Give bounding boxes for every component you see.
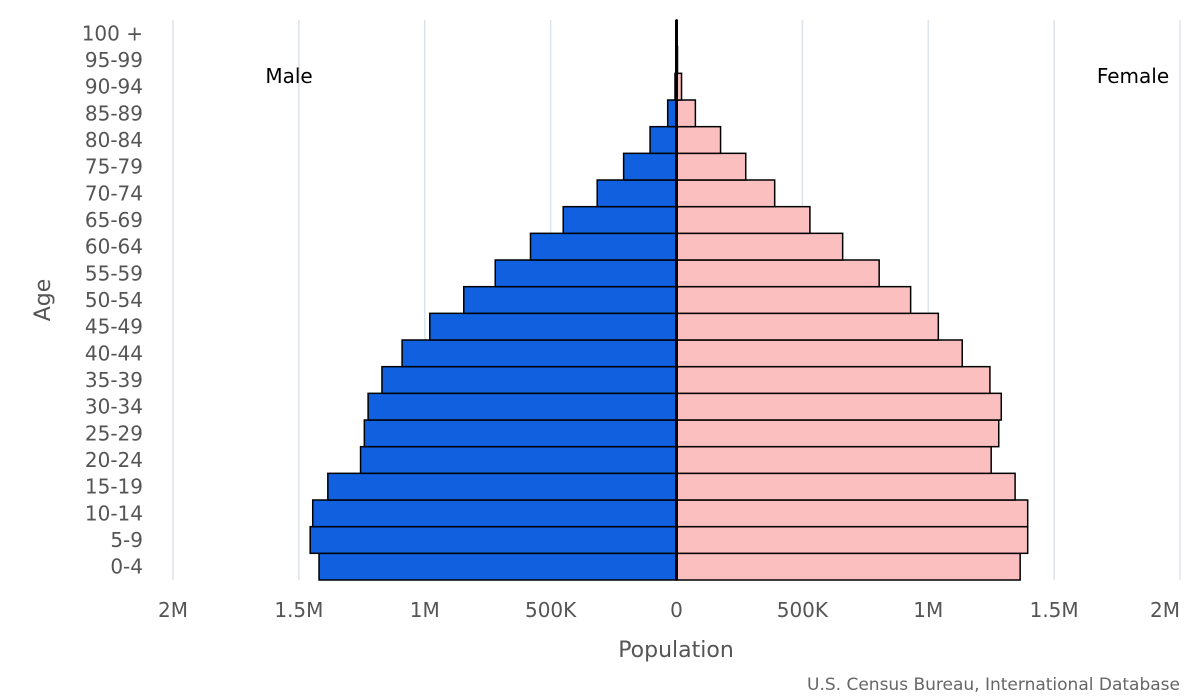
y-tick-label: 65-69 — [85, 208, 143, 232]
male-bar-75-79 — [622, 152, 678, 181]
x-tick-label: 2M — [158, 598, 188, 622]
x-tick-label: 1.5M — [274, 598, 323, 622]
bars — [309, 19, 1029, 581]
y-tick-label: 30-34 — [85, 395, 143, 419]
x-tick-label: 500K — [525, 598, 577, 622]
x-axis-title: Population — [618, 638, 734, 663]
male-bar-20-24 — [359, 445, 678, 475]
y-tick-label: 10-14 — [85, 501, 143, 525]
male-bar-60-64 — [529, 232, 678, 261]
female-bar-25-29 — [675, 419, 1000, 448]
y-tick-label: 85-89 — [85, 101, 143, 125]
y-tick-label: 40-44 — [85, 341, 143, 365]
female-bar-15-19 — [675, 472, 1016, 501]
male-bar-0-4 — [318, 552, 678, 581]
female-bar-70-74 — [675, 179, 776, 208]
female-bar-40-44 — [675, 339, 963, 368]
y-tick-label: 45-49 — [85, 315, 143, 339]
female-bar-35-39 — [675, 365, 991, 395]
y-tick-label: 90-94 — [85, 75, 143, 99]
female-bar-45-49 — [675, 312, 940, 341]
male-bar-45-49 — [429, 312, 678, 341]
male-bar-25-29 — [363, 419, 678, 448]
female-side-label: Female — [1097, 64, 1169, 88]
female-bar-5-9 — [675, 525, 1029, 555]
x-tick-label: 0 — [670, 598, 683, 622]
y-tick-label: 20-24 — [85, 448, 143, 472]
y-tick-label: 70-74 — [85, 181, 143, 205]
male-bar-40-44 — [401, 339, 678, 368]
female-bar-80-84 — [675, 125, 722, 155]
male-bar-50-54 — [463, 285, 678, 315]
y-tick-label: 75-79 — [85, 155, 143, 179]
x-tick-label: 500K — [777, 598, 829, 622]
female-bar-75-79 — [675, 152, 747, 181]
y-tick-label: 95-99 — [85, 48, 143, 72]
y-tick-label: 55-59 — [85, 261, 143, 285]
x-tick-label: 1M — [913, 598, 943, 622]
y-tick-label: 25-29 — [85, 421, 143, 445]
y-tick-label: 100 + — [82, 21, 143, 45]
female-bar-20-24 — [675, 445, 992, 475]
female-bar-0-4 — [675, 552, 1021, 581]
male-bar-35-39 — [381, 365, 678, 395]
y-tick-label: 5-9 — [110, 528, 143, 552]
male-bar-5-9 — [309, 525, 678, 555]
y-tick-label: 50-54 — [85, 288, 143, 312]
y-tick-label: 80-84 — [85, 128, 143, 152]
male-bar-10-14 — [311, 499, 678, 528]
y-tick-label: 35-39 — [85, 368, 143, 392]
female-bar-50-54 — [675, 285, 912, 315]
male-bar-70-74 — [596, 179, 678, 208]
male-bar-65-69 — [562, 205, 678, 235]
x-tick-labels: 2M 1.5M 1M 500K 0 500K 1M 1.5M 2M — [158, 598, 1180, 622]
x-tick-label: 2M — [1150, 598, 1180, 622]
female-bar-65-69 — [675, 205, 811, 235]
male-bar-55-59 — [494, 259, 678, 288]
y-tick-label: 15-19 — [85, 475, 143, 499]
female-bar-85-89 — [675, 99, 697, 128]
female-bar-55-59 — [675, 259, 880, 288]
x-tick-label: 1.5M — [1030, 598, 1079, 622]
y-axis-title: Age — [31, 279, 56, 322]
female-bar-10-14 — [675, 499, 1029, 528]
male-bar-15-19 — [327, 472, 678, 501]
female-bar-30-34 — [675, 392, 1003, 421]
source-credit: U.S. Census Bureau, International Databa… — [807, 675, 1180, 695]
male-side-label: Male — [265, 64, 312, 88]
male-bar-80-84 — [649, 125, 678, 155]
female-bar-60-64 — [675, 232, 844, 261]
male-bar-30-34 — [367, 392, 678, 421]
y-tick-label: 60-64 — [85, 235, 143, 259]
y-tick-label: 0-4 — [110, 555, 143, 579]
x-tick-label: 1M — [410, 598, 440, 622]
